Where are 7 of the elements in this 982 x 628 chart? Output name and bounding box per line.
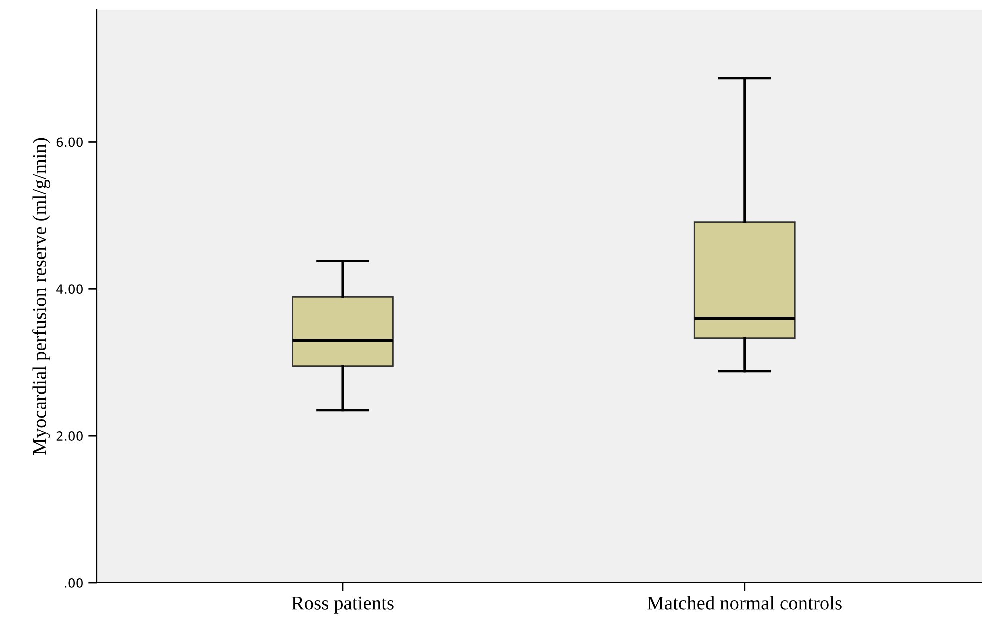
y-tick-label: 6.00	[56, 138, 83, 148]
y-tick-label: .00	[65, 578, 83, 588]
x-tick-label: Ross patients	[292, 596, 394, 614]
y-tick-label: 4.00	[56, 284, 83, 294]
y-tick-label: 2.00	[56, 432, 83, 442]
y-axis-title: Myocardial perfusion reserve (ml/g/min)	[32, 138, 50, 455]
x-tick-label: Matched normal controls	[648, 596, 842, 610]
